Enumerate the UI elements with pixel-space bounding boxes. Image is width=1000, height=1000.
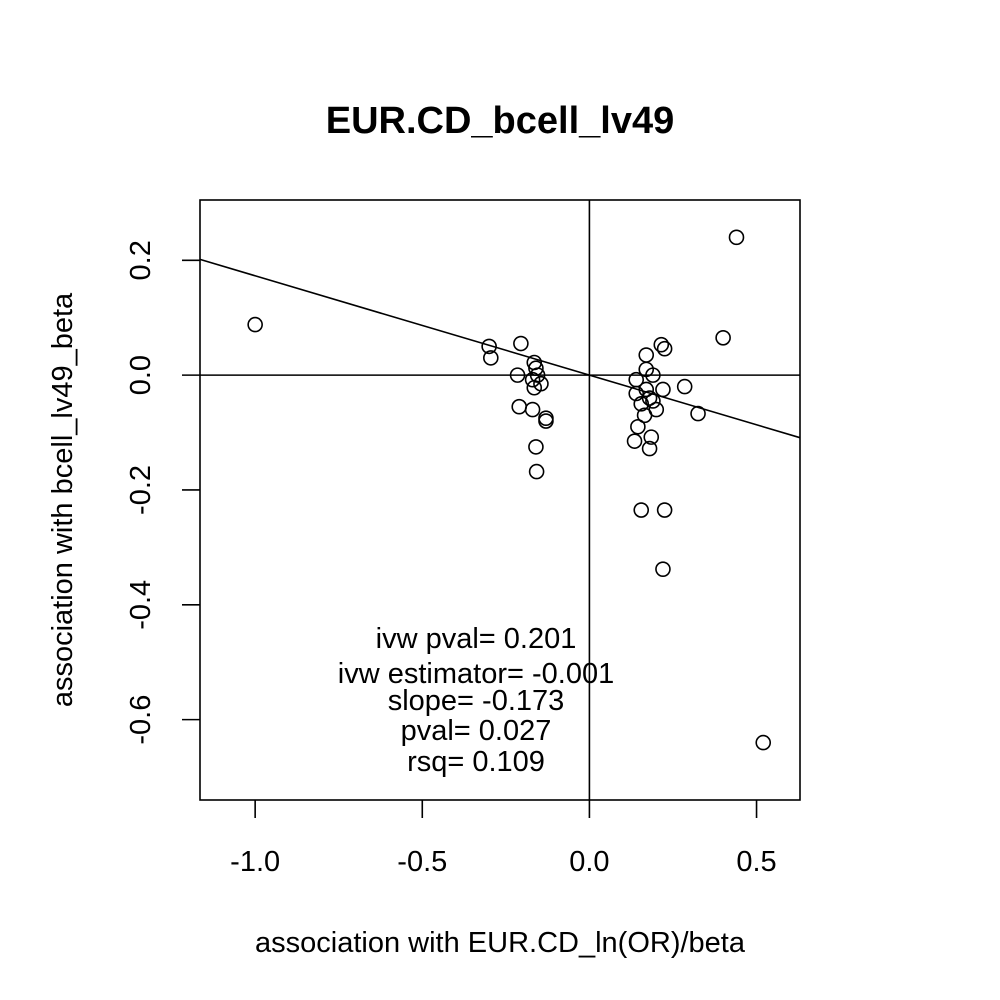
stat-annotation: rsq= 0.109 xyxy=(407,746,545,778)
reference-lines xyxy=(200,200,800,800)
y-axis: 0.2 0.0 -0.2 -0.4 -0.6 xyxy=(125,240,200,745)
stat-annotation: ivw pval= 0.201 xyxy=(376,623,577,655)
stat-annotation: ivw estimator= -0.001 xyxy=(338,658,614,690)
x-tick-label: -0.5 xyxy=(397,846,447,878)
data-point xyxy=(538,413,554,429)
data-point xyxy=(528,463,545,480)
plot-frame xyxy=(199,199,801,801)
y-axis-title: association with bcell_lv49_beta xyxy=(47,292,79,707)
data-point xyxy=(526,379,543,396)
data-point xyxy=(690,405,706,422)
data-point xyxy=(645,367,661,383)
data-point xyxy=(524,401,541,418)
data-point xyxy=(728,229,745,246)
data-point xyxy=(511,398,528,415)
data-point xyxy=(483,350,499,366)
y-tick-label: 0.0 xyxy=(125,355,157,395)
data-points xyxy=(247,229,772,751)
data-point xyxy=(715,329,731,346)
x-axis-title: association with EUR.CD_ln(OR)/beta xyxy=(255,927,746,959)
data-point xyxy=(524,371,541,388)
chart-title: EUR.CD_bcell_lv49 xyxy=(326,100,675,142)
data-point xyxy=(630,418,646,435)
data-point xyxy=(643,429,660,445)
x-tick-label: -1.0 xyxy=(230,846,280,878)
data-point xyxy=(513,335,529,352)
data-point xyxy=(247,316,263,333)
y-tick-label: -0.2 xyxy=(125,465,157,515)
y-tick-label: -0.6 xyxy=(125,695,157,745)
data-point xyxy=(656,502,673,518)
x-tick-label: 0.5 xyxy=(736,846,776,878)
data-point xyxy=(638,381,655,398)
data-point xyxy=(528,360,544,377)
stat-annotation: slope= -0.173 xyxy=(388,685,565,717)
x-tick-label: 0.0 xyxy=(569,846,609,878)
data-point xyxy=(641,440,658,457)
stat-annotation: pval= 0.027 xyxy=(401,715,552,747)
data-point xyxy=(655,561,671,577)
data-point xyxy=(641,390,658,406)
data-point xyxy=(656,340,673,357)
data-point xyxy=(481,338,497,355)
data-point xyxy=(676,378,693,395)
data-point xyxy=(655,381,671,398)
data-point xyxy=(528,439,544,455)
fit-line-group xyxy=(199,258,801,439)
data-point xyxy=(628,385,645,402)
data-point xyxy=(755,734,772,751)
x-axis: -1.0 -0.5 0.0 0.5 xyxy=(230,800,777,878)
data-point xyxy=(636,407,653,424)
data-point xyxy=(626,433,643,449)
data-point xyxy=(653,336,670,353)
data-point xyxy=(645,393,661,409)
y-tick-label: -0.4 xyxy=(125,580,157,630)
data-point xyxy=(638,347,655,363)
y-tick-label: 0.2 xyxy=(125,240,157,280)
data-point xyxy=(633,502,650,518)
data-point xyxy=(509,367,526,383)
regression-line xyxy=(199,258,801,439)
data-point xyxy=(633,396,650,412)
